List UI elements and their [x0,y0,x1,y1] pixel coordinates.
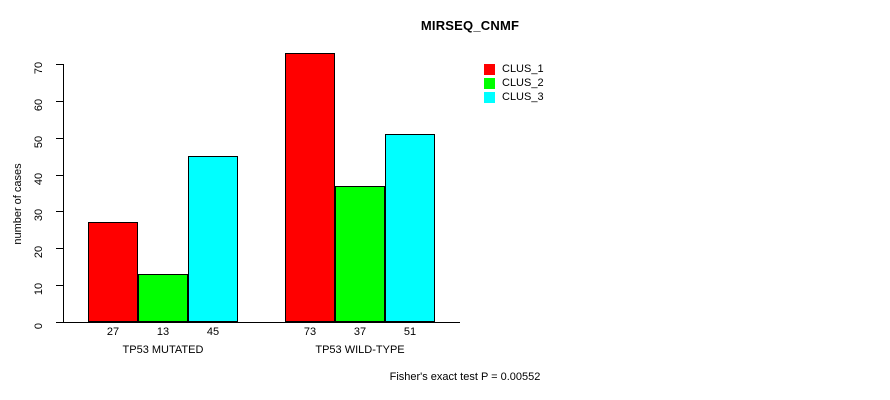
y-axis-tick-label: 70 [33,61,45,75]
bar-value-label: 37 [353,326,367,338]
y-axis-tick-label: 60 [33,98,45,111]
group-label: TP53 MUTATED [122,344,204,356]
legend-color-swatch [484,78,495,89]
bar-value-label: 73 [303,326,317,338]
y-axis-tick [56,285,63,287]
x-axis-line [63,322,263,323]
y-axis-tick [56,174,63,176]
y-axis-tick [56,100,63,102]
y-axis-tick [56,64,63,65]
statistical-test-annotation: Fisher's exact test P = 0.00552 [389,371,541,383]
y-axis-tick [56,211,63,213]
group-label: TP53 WILD-TYPE [315,344,405,356]
bar-value-label: 51 [403,326,417,338]
bar [88,222,138,322]
legend-color-swatch [484,64,495,75]
y-axis-title: number of cases [12,163,24,245]
x-axis-line [260,322,460,323]
bar [335,185,385,322]
legend-color-swatch [484,92,495,103]
page-title: MIRSEQ_CNMF [420,18,520,33]
y-axis-tick-label: 50 [33,135,45,148]
bar [188,156,238,322]
bar [138,274,188,322]
y-axis-tick-label: 20 [33,246,45,259]
y-axis-tick-label: 10 [33,283,45,296]
y-axis-tick [56,322,63,323]
bar-value-label: 13 [156,326,170,338]
bar [285,52,335,322]
y-axis-tick [56,248,63,250]
legend-item-label: CLUS_2 [502,77,544,89]
legend-item-label: CLUS_3 [502,91,544,103]
y-axis-tick-label: 40 [33,172,45,185]
y-axis-line [63,64,64,323]
y-axis-tick-label: 0 [33,322,45,330]
y-axis-tick [56,137,63,139]
bar-value-label: 45 [206,326,220,338]
bar [385,134,435,322]
bar-value-label: 27 [106,326,120,338]
y-axis-tick-label: 30 [33,209,45,222]
legend-item-label: CLUS_1 [502,63,544,75]
